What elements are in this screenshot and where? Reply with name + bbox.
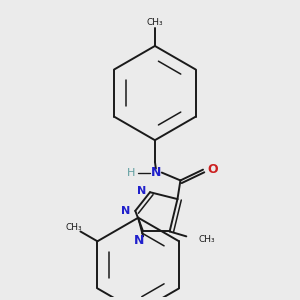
Text: CH₃: CH₃ [147,18,163,27]
Text: H: H [127,168,136,178]
Text: O: O [208,163,218,176]
Text: N: N [121,206,130,216]
Text: CH₃: CH₃ [198,235,215,244]
Text: N: N [136,186,146,196]
Text: CH₃: CH₃ [65,223,82,232]
Text: N: N [134,234,144,247]
Text: N: N [151,166,161,179]
